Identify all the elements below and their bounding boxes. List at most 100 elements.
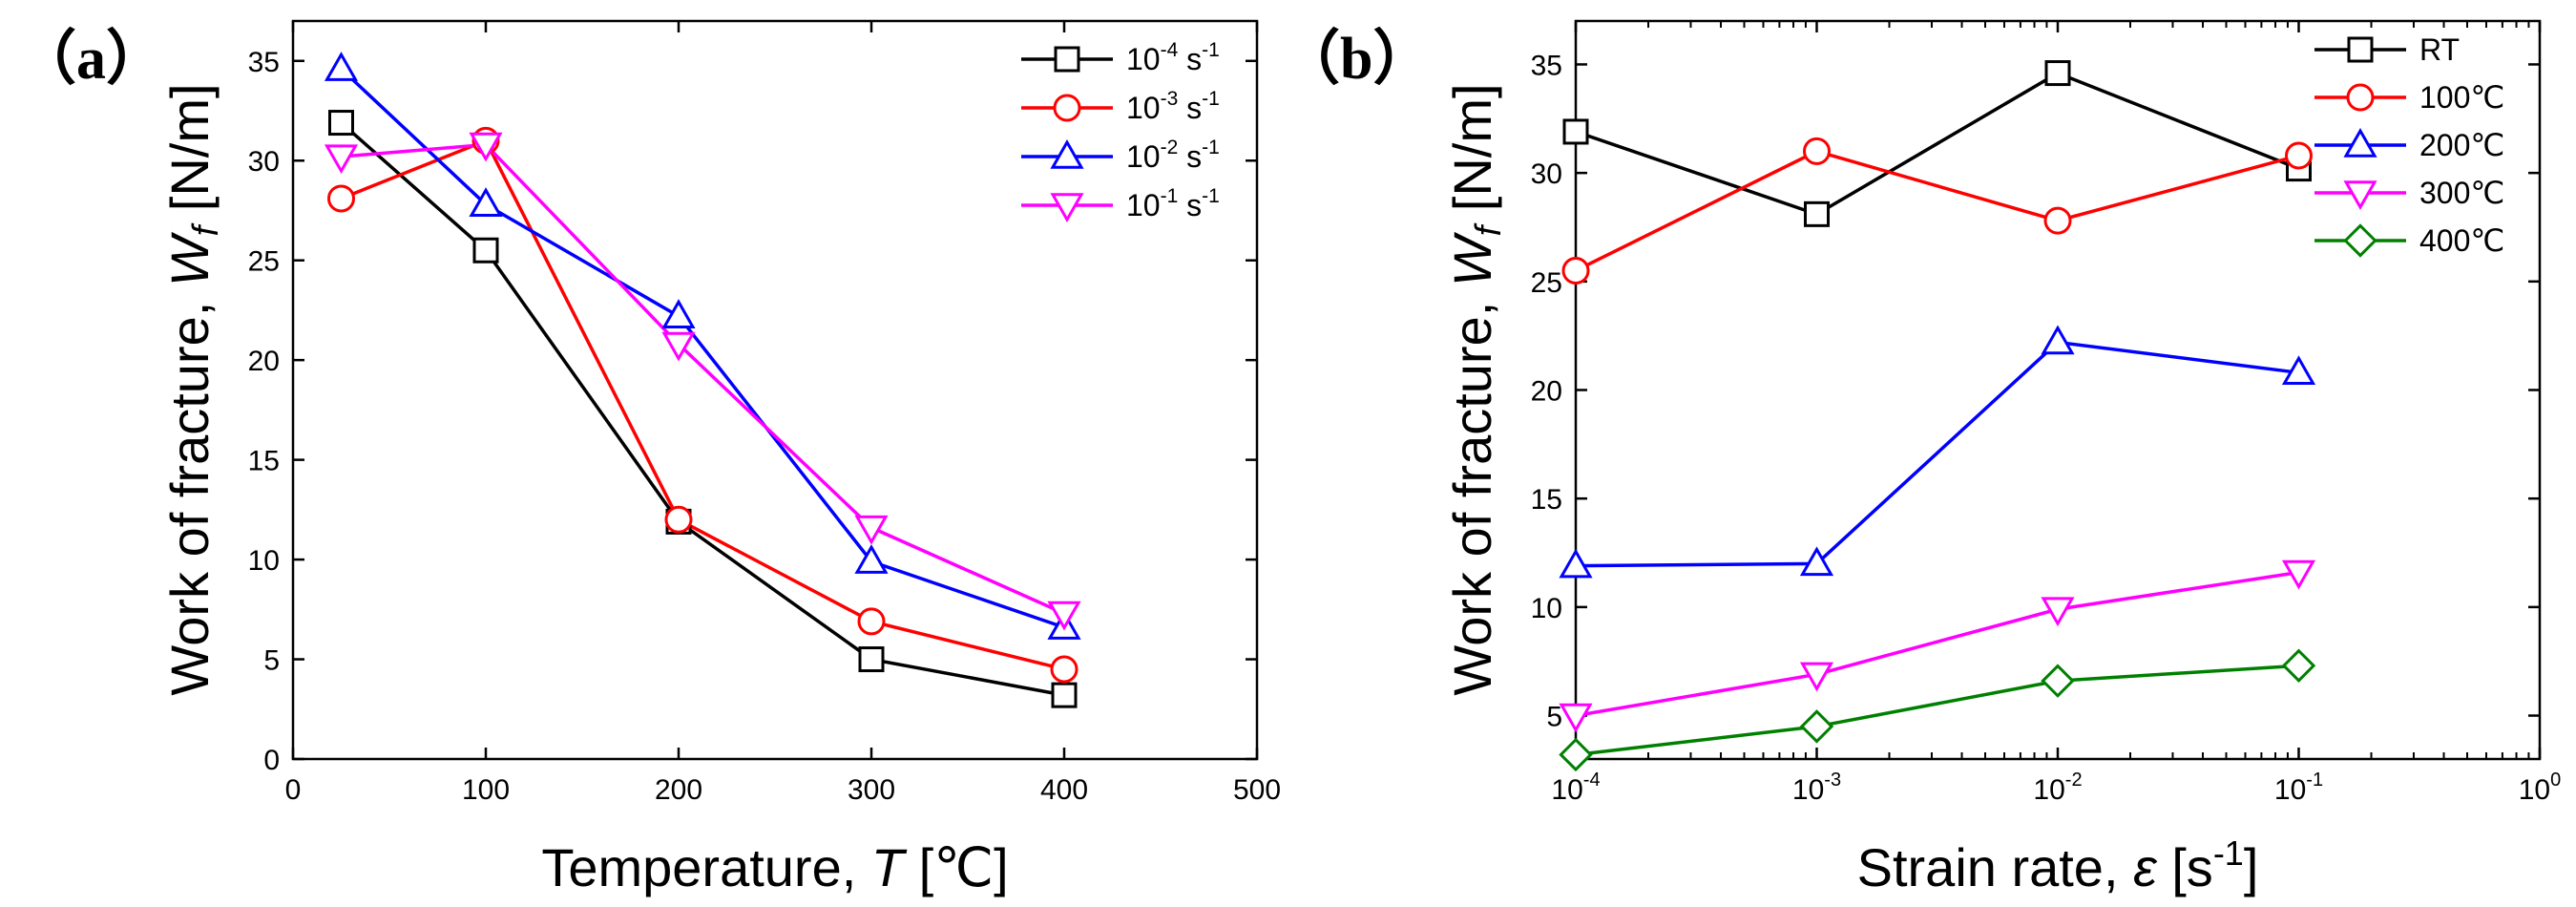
series-line xyxy=(1575,340,2299,568)
legend-label: 100℃ xyxy=(2419,80,2504,115)
panel-b-xlabel: Strain rate, ε [s-1] xyxy=(1857,833,2259,897)
data-point xyxy=(661,331,696,362)
panel-b-legend: RT 100℃ 200℃ 300℃ 400℃ xyxy=(2314,32,2504,258)
data-point xyxy=(2281,648,2316,683)
data-point xyxy=(858,646,885,673)
series-line xyxy=(341,142,1065,616)
legend-label: RT xyxy=(2419,32,2460,67)
panel-a-legend: 10-4 s-1 10-3 s-1 10-2 s-1 10-1 s-1 xyxy=(1021,39,1220,223)
x-tick-label: 200 xyxy=(655,774,702,806)
data-point xyxy=(1562,118,1589,145)
legend-marker xyxy=(2343,127,2377,158)
panel-a-series xyxy=(324,52,1081,708)
data-point xyxy=(2041,664,2075,698)
panel-b-series xyxy=(1559,60,2316,772)
x-tick-label: 400 xyxy=(1040,774,1088,806)
panel-b-plot-frame xyxy=(1574,19,2542,761)
x-tick-label: 500 xyxy=(1233,774,1281,806)
data-point xyxy=(328,110,354,137)
data-point xyxy=(1799,709,1834,744)
panel-a-ylabel: Work of fracture, Wf [N/m] xyxy=(159,83,226,695)
legend-label: 10-4 s-1 xyxy=(1126,39,1220,76)
y-tick-label: 15 xyxy=(1531,484,1562,516)
y-tick-label: 20 xyxy=(1531,376,1562,408)
data-point xyxy=(854,515,889,545)
x-tick-label: 10-2 xyxy=(2033,770,2082,806)
x-tick-label: 10-1 xyxy=(2274,770,2323,806)
data-point xyxy=(472,237,499,264)
legend-marker xyxy=(2346,83,2375,112)
panel-b-ylabel: Work of fracture, Wf [N/m] xyxy=(1442,83,1509,695)
legend-marker xyxy=(1050,138,1084,169)
panel-a-ticks: 0 5 10 15 20 25 30 35 0 100 200 300 400 500 xyxy=(248,21,1281,806)
legend-label: 300℃ xyxy=(2419,176,2504,210)
legend-label: 10-1 s-1 xyxy=(1126,185,1220,222)
data-point xyxy=(854,544,889,574)
legend-label: 400℃ xyxy=(2419,223,2504,258)
x-tick-label: 0 xyxy=(285,774,302,806)
y-tick-label: 10 xyxy=(248,545,280,577)
panel-a-plot-frame xyxy=(291,19,1259,761)
y-tick-label: 5 xyxy=(1546,702,1562,733)
panel-b-label: （b） xyxy=(1281,25,1432,92)
data-point xyxy=(1561,256,1590,285)
data-point xyxy=(2281,355,2316,386)
data-point xyxy=(2285,141,2313,170)
y-tick-label: 35 xyxy=(248,47,280,78)
legend-marker xyxy=(1054,46,1080,73)
y-tick-label: 30 xyxy=(1531,158,1562,190)
panel-a-chart: 0 5 10 15 20 25 30 35 0 100 200 300 400 500 10-4 s-1 1… xyxy=(159,19,1281,897)
panel-a-label: （a） xyxy=(17,25,165,92)
data-point xyxy=(664,505,693,534)
legend-marker xyxy=(1050,193,1084,223)
data-point xyxy=(1803,137,1831,165)
y-tick-label: 20 xyxy=(248,346,280,377)
data-point xyxy=(1804,200,1830,227)
legend-label: 200℃ xyxy=(2419,128,2504,162)
data-point xyxy=(661,299,696,328)
data-point xyxy=(1050,655,1079,684)
y-tick-label: 10 xyxy=(1531,593,1562,624)
legend-marker xyxy=(1053,94,1081,122)
y-tick-label: 15 xyxy=(248,446,280,477)
legend-marker xyxy=(2343,180,2377,211)
y-tick-label: 0 xyxy=(263,745,280,776)
panel-b-ticks: 5 10 15 20 25 30 35 10-4 10-3 10-2 10-1 100 xyxy=(1531,21,2562,806)
data-point xyxy=(1559,703,1593,733)
y-tick-label: 35 xyxy=(1531,50,1562,81)
x-tick-label: 300 xyxy=(848,774,895,806)
x-tick-label: 100 xyxy=(2519,770,2562,806)
data-point xyxy=(1799,662,1834,692)
data-point xyxy=(1559,737,1593,772)
x-tick-label: 10-4 xyxy=(1551,770,1600,806)
panel-a-xlabel: Temperature, T [℃] xyxy=(541,837,1008,897)
data-point xyxy=(324,144,359,175)
data-point xyxy=(469,187,503,217)
data-point xyxy=(1047,601,1081,631)
y-tick-label: 25 xyxy=(248,246,280,278)
data-point xyxy=(2043,206,2072,235)
legend-label: 10-2 s-1 xyxy=(1126,137,1220,174)
x-tick-label: 100 xyxy=(462,774,510,806)
data-point xyxy=(2044,60,2071,87)
series-line xyxy=(1575,71,2300,217)
series-line xyxy=(340,121,1065,697)
data-point xyxy=(469,132,503,162)
data-point xyxy=(857,607,886,636)
legend-marker xyxy=(2347,36,2374,63)
legend-marker xyxy=(2343,223,2377,258)
y-tick-label: 25 xyxy=(1531,267,1562,299)
y-tick-label: 5 xyxy=(263,645,280,677)
data-point xyxy=(2041,325,2075,355)
series-line xyxy=(1575,664,2299,757)
series-line xyxy=(340,67,1065,629)
data-point xyxy=(2041,597,2075,627)
data-point xyxy=(327,184,355,213)
x-tick-label: 10-3 xyxy=(1792,770,1841,806)
series-line xyxy=(1575,570,2299,718)
data-point xyxy=(2281,559,2316,590)
data-point xyxy=(324,52,359,81)
data-point xyxy=(1051,682,1078,708)
y-tick-label: 30 xyxy=(248,146,280,178)
